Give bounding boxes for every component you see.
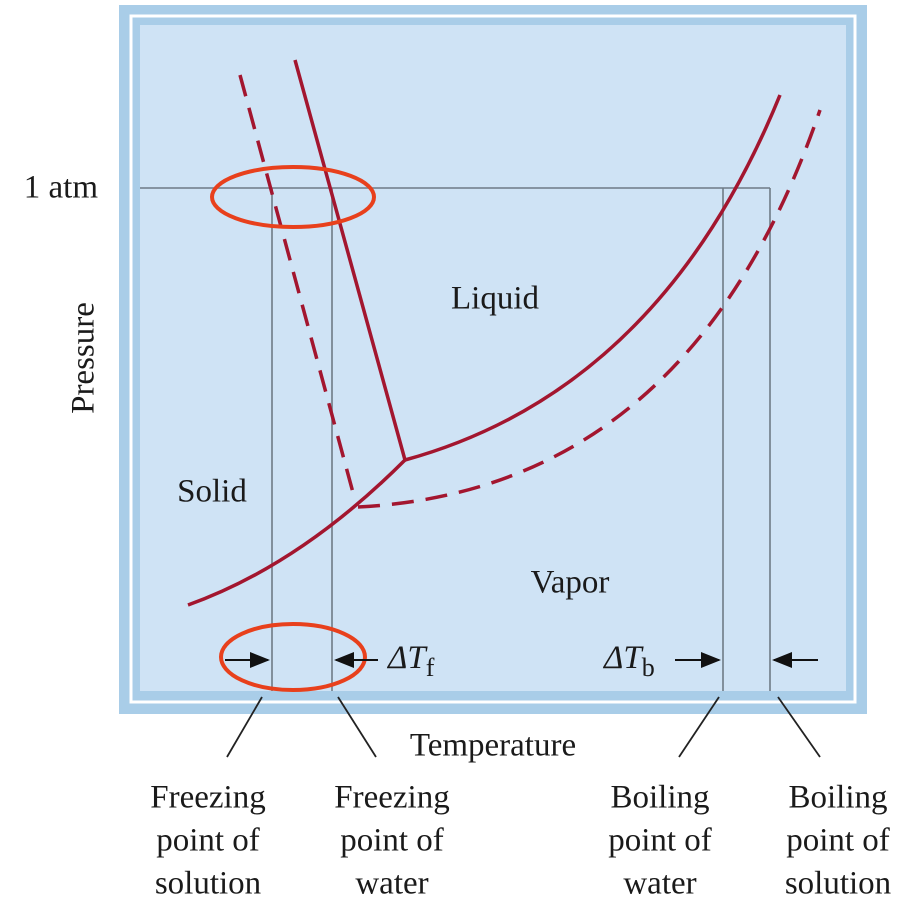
callout-line: Boiling bbox=[610, 780, 709, 816]
callout-line: point of bbox=[156, 823, 260, 859]
callout-line: point of bbox=[786, 823, 890, 859]
region-label: Vapor bbox=[531, 565, 610, 601]
callout-line: Freezing bbox=[334, 780, 449, 816]
water-fusion-curve bbox=[293, 59, 407, 461]
delta-b-label: ΔTb bbox=[602, 640, 655, 682]
delta-base: ΔT bbox=[602, 640, 644, 676]
callouts: Freezing point of solution Freezing point of… bbox=[150, 780, 891, 900]
callout-line: point of bbox=[340, 823, 444, 859]
solution-vapor-curve bbox=[357, 109, 822, 509]
callout-line: Freezing bbox=[150, 780, 265, 816]
pressure-mark: 1 atm bbox=[24, 170, 99, 206]
callout-line: water bbox=[623, 866, 696, 900]
highlight-ring bbox=[219, 622, 367, 692]
water-vapor-curve bbox=[404, 94, 782, 462]
region-label: Solid bbox=[177, 474, 247, 510]
y-axis-label: Pressure bbox=[66, 302, 102, 414]
x-axis-label: Temperature bbox=[410, 728, 576, 764]
leader-line bbox=[337, 696, 377, 758]
leader-line bbox=[678, 696, 720, 758]
callout-line: Boiling bbox=[788, 780, 887, 816]
sublimation-curve bbox=[187, 458, 407, 607]
region-label: Liquid bbox=[451, 281, 539, 317]
leader-line bbox=[777, 696, 821, 758]
callout-line: water bbox=[355, 866, 428, 900]
delta-subscript: b bbox=[642, 653, 655, 682]
highlight-ring bbox=[210, 165, 376, 229]
solution-fusion-curve bbox=[238, 74, 357, 501]
callout-line: solution bbox=[155, 866, 261, 900]
callout-line: point of bbox=[608, 823, 712, 859]
plot-area bbox=[140, 25, 846, 691]
delta-subscript: f bbox=[426, 653, 435, 682]
delta-f-label: ΔTf bbox=[386, 640, 435, 682]
callout-line: solution bbox=[785, 866, 891, 900]
frame-highlight bbox=[129, 14, 857, 704]
leader-line bbox=[226, 696, 263, 758]
delta-base: ΔT bbox=[386, 640, 428, 676]
